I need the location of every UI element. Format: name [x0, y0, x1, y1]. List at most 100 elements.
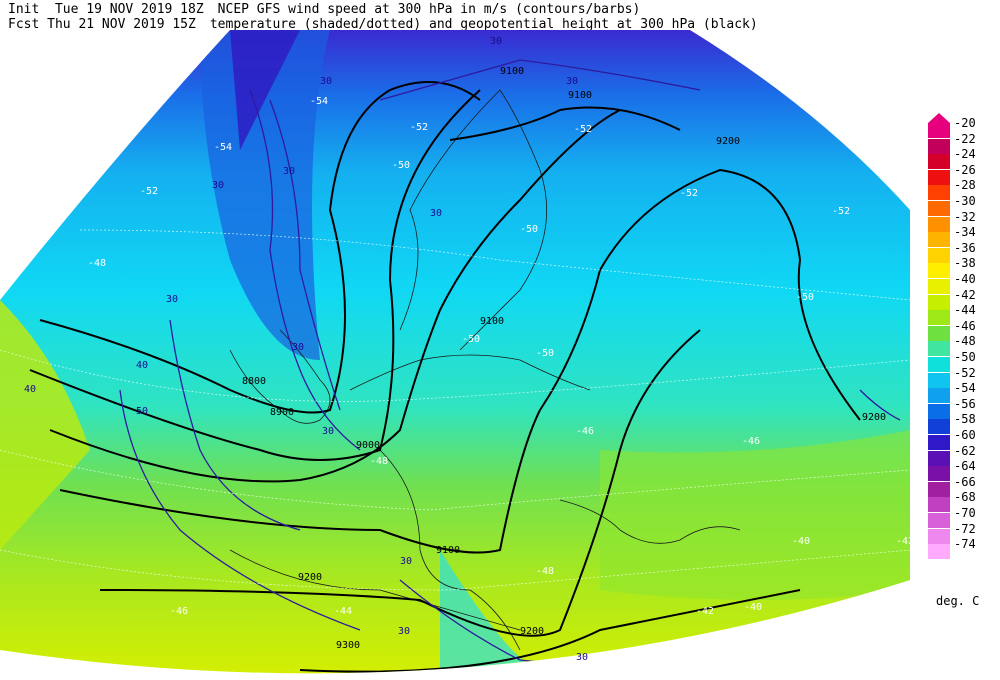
- wind-labels: 30 30 30 30 30 30 30 30 30 30 30 30 40 4…: [24, 36, 588, 663]
- colorbar-swatch: [928, 294, 950, 310]
- temp-label: -40: [744, 602, 762, 613]
- wind-speed-contours: [119, 59, 901, 664]
- height-label: 9100: [568, 90, 592, 101]
- colorbar-label: -22: [954, 131, 976, 146]
- temp-label: -42: [696, 606, 714, 617]
- colorbar-swatch: [928, 388, 950, 404]
- colorbar-label: -74: [954, 537, 976, 552]
- colorbar-label: -34: [954, 225, 976, 240]
- temp-label: -46: [576, 426, 594, 437]
- wind-label: 30: [400, 556, 412, 567]
- colorbar-swatch: [928, 419, 950, 435]
- colorbar-swatch: [928, 154, 950, 170]
- colorbar-swatch: [928, 528, 950, 544]
- cold-core-north: [200, 30, 330, 360]
- height-label: 8900: [270, 407, 294, 418]
- colorbar-label: -46: [954, 318, 976, 333]
- colorbar-swatch: [928, 310, 950, 326]
- height-label: 9100: [436, 545, 460, 556]
- colorbar-swatch: [928, 435, 950, 450]
- temp-label: -46: [742, 436, 760, 447]
- colorbar-label: -50: [954, 350, 976, 364]
- colorbar-arrow: [928, 113, 950, 123]
- colorbar-label: -58: [954, 412, 976, 427]
- colorbar-label: -52: [954, 365, 976, 380]
- colorbar-label: -48: [954, 334, 976, 349]
- isotherm-lines: [0, 229, 910, 591]
- wind-label: 30: [490, 36, 502, 47]
- colorbar-swatch: [928, 169, 950, 185]
- colorbar-label: -60: [954, 428, 976, 442]
- wind-label: 50: [136, 406, 148, 417]
- colorbar-swatch: [928, 341, 950, 357]
- temp-label: -52: [832, 206, 850, 217]
- temperature-labels: -52 -50 -50 -50 -50 -48 -48 -48 -46 -46 …: [88, 96, 914, 617]
- colorbar-label: -64: [954, 459, 976, 474]
- forecast-time: Fcst Thu 21 NOV 2019 15Z: [8, 17, 196, 32]
- colorbar-swatch: [928, 185, 950, 201]
- height-label: 8800: [242, 376, 266, 387]
- height-label: 9200: [298, 572, 322, 583]
- height-label: 9000: [356, 440, 380, 451]
- colorbar-label: -20: [954, 116, 976, 130]
- colorbar-label: -32: [954, 209, 976, 224]
- colorbar-swatch: [928, 481, 950, 497]
- wind-label: 30: [430, 208, 442, 219]
- temp-label: -40: [792, 536, 810, 547]
- temp-label: -52: [410, 122, 428, 133]
- init-time: Init Tue 19 NOV 2019 18Z: [8, 2, 204, 17]
- height-label: 9200: [520, 626, 544, 637]
- temp-label: -46: [170, 606, 188, 617]
- wind-label: 40: [136, 360, 148, 371]
- header-line-forecast: Fcst Thu 21 NOV 2019 15Z temperature (sha…: [8, 17, 772, 32]
- colorbar-label: -30: [954, 194, 976, 208]
- height-label: 9300: [336, 640, 360, 651]
- chart-title-line2: temperature (shaded/dotted) and geopoten…: [209, 17, 758, 32]
- warm-region-west: [0, 300, 90, 550]
- colorbar-swatch: [928, 497, 950, 513]
- colorbar-label: -56: [954, 396, 976, 411]
- height-labels: 8800 8900 9000 9100 9100 9100 9100 9200 …: [242, 66, 886, 651]
- colorbar-label: -36: [954, 240, 976, 255]
- colorbar-label: -68: [954, 490, 976, 505]
- colorbar-label: -62: [954, 443, 976, 458]
- colorbar-label: -26: [954, 162, 976, 177]
- colorbar-swatch: [928, 450, 950, 466]
- colorbar-swatch: [928, 513, 950, 528]
- colorbar-swatch: [928, 201, 950, 216]
- colorbar-swatch: [928, 138, 950, 154]
- colorbar-swatch: [928, 466, 950, 482]
- wind-label: 30: [398, 626, 410, 637]
- temp-label: -50: [462, 334, 480, 345]
- wind-label: 30: [322, 426, 334, 437]
- colorbar-label: -38: [954, 256, 976, 271]
- colorbar-label: -28: [954, 178, 976, 193]
- temp-label: -48: [370, 456, 388, 467]
- wind-label: 40: [24, 384, 36, 395]
- colorbar-label: -54: [954, 381, 976, 396]
- height-label: 9200: [716, 136, 740, 147]
- cold-core-arctic: [230, 30, 300, 150]
- wind-label: 30: [320, 76, 332, 87]
- weather-map: 8800 8900 9000 9100 9100 9100 9100 9200 …: [0, 30, 914, 674]
- coastlines: [229, 89, 741, 651]
- height-label: 9100: [500, 66, 524, 77]
- colorbar-swatch: [928, 372, 950, 388]
- wind-label: 30: [166, 294, 178, 305]
- warm-region-east: [600, 430, 910, 600]
- legend-units: deg. C: [936, 594, 980, 608]
- temp-label: -48: [536, 566, 554, 577]
- geopotential-contours: [29, 81, 861, 673]
- temp-label: -52: [680, 188, 698, 199]
- temp-label: -50: [536, 348, 554, 359]
- colorbar-label: -44: [954, 303, 976, 318]
- wind-label: 30: [292, 342, 304, 353]
- temperature-colorbar: -20 -22 -24 -26 -28 -30 -32 -34 -36 -38 -40 -42 -44-…: [928, 113, 1000, 563]
- colorbar-swatch: [928, 357, 950, 372]
- colorbar-label: -42: [954, 287, 976, 302]
- temp-label: -50: [520, 224, 538, 235]
- colorbar-swatch: [928, 544, 950, 560]
- temp-label: -54: [310, 96, 328, 107]
- chart-title-line1: NCEP GFS wind speed at 300 hPa in m/s (c…: [217, 2, 641, 17]
- colorbar-label: -40: [954, 272, 976, 286]
